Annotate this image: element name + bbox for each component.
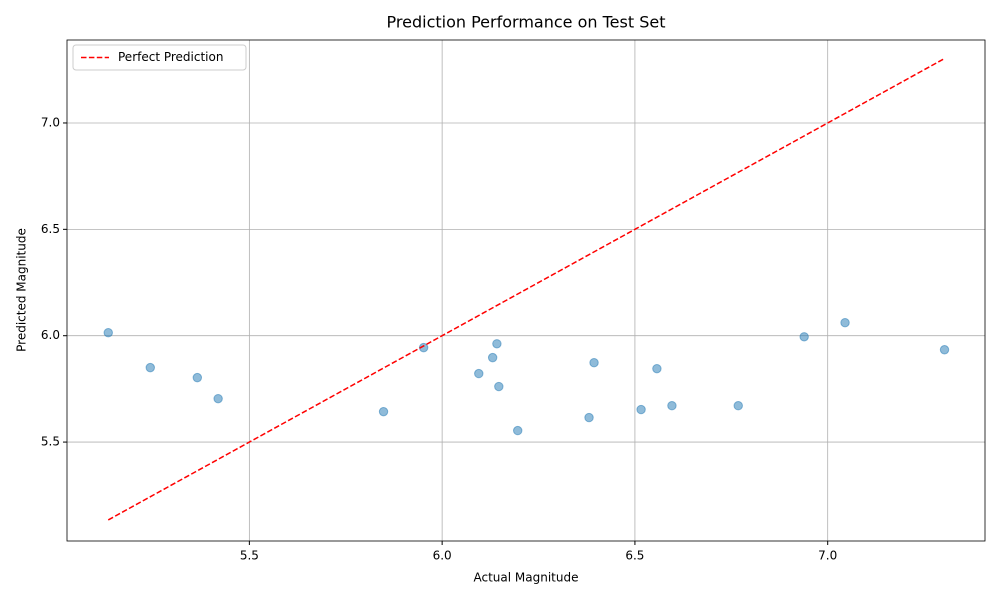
scatter-point [939, 345, 950, 355]
y-tick-label: 6.0 [41, 328, 60, 342]
scatter-point [378, 406, 389, 417]
scatter-point [145, 362, 155, 373]
reference-line [107, 57, 945, 521]
x-axis-label: Actual Magnitude [474, 571, 579, 585]
scatter-point [513, 425, 523, 436]
x-tick-label: 5.5 [240, 549, 259, 563]
y-tick-label: 7.0 [41, 115, 60, 129]
x-tick-label: 6.0 [433, 549, 452, 563]
x-tick-label: 7.0 [818, 549, 837, 563]
y-tick-label: 5.5 [41, 435, 60, 449]
scatter-point [799, 332, 809, 342]
scatter-point [589, 358, 599, 368]
scatter-point [840, 318, 850, 328]
scatter-point [733, 400, 743, 411]
scatter-point [103, 328, 113, 338]
y-axis-label: Predicted Magnitude [15, 228, 29, 352]
legend-label: Perfect Prediction [118, 50, 223, 64]
scatter-point [474, 368, 484, 379]
scatter-point [213, 393, 223, 404]
legend-box [72, 44, 247, 71]
scatter-point [636, 404, 646, 415]
scatter-point [494, 381, 504, 392]
scatter-point [652, 363, 662, 374]
plot-frame [66, 39, 986, 542]
scatter-point [192, 372, 203, 383]
y-tick-label: 6.5 [41, 222, 60, 236]
scatter-point [584, 412, 594, 423]
chart-title: Prediction Performance on Test Set [387, 13, 666, 32]
scatter-point [487, 352, 498, 363]
scatter-point [492, 339, 502, 349]
x-tick-label: 6.5 [625, 549, 644, 563]
scatter-point [667, 400, 677, 411]
